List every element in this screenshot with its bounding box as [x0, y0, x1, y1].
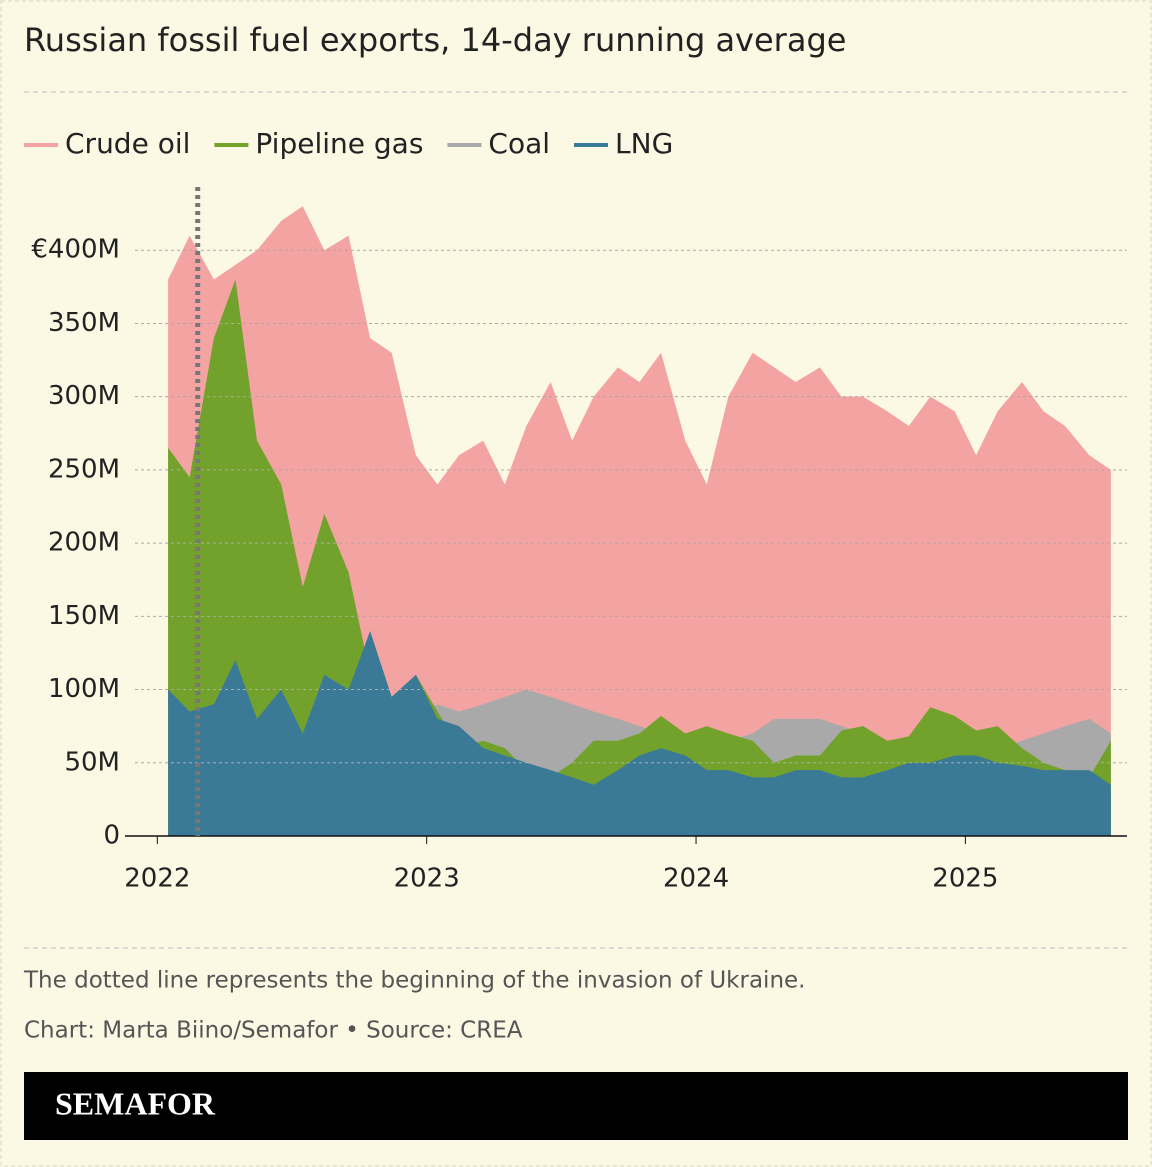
- y-tick-label: 350M: [48, 308, 120, 338]
- legend-label: LNG: [615, 127, 673, 160]
- legend-label: Pipeline gas: [255, 127, 423, 160]
- legend-label: Coal: [488, 127, 550, 160]
- y-tick-label: 0: [103, 821, 120, 851]
- legend-label: Crude oil: [65, 127, 190, 160]
- brand: SEMAFOR: [55, 1085, 216, 1121]
- y-tick-label: 100M: [48, 674, 120, 704]
- x-tick-label: 2024: [663, 864, 729, 894]
- x-tick-label: 2022: [124, 864, 190, 894]
- x-tick-label: 2023: [394, 864, 460, 894]
- brand-bar: [24, 1072, 1128, 1140]
- x-tick-label: 2025: [932, 864, 998, 894]
- y-tick-label: 250M: [48, 454, 120, 484]
- y-tick-label: 300M: [48, 381, 120, 411]
- y-tick-label: 200M: [48, 528, 120, 558]
- y-tick-label: 150M: [48, 601, 120, 631]
- area: [168, 206, 1111, 837]
- y-tick-label: 50M: [64, 747, 120, 777]
- chart-title: Russian fossil fuel exports, 14-day runn…: [24, 21, 846, 59]
- note: The dotted line represents the beginning…: [23, 968, 805, 994]
- credit: Chart: Marta Biino/Semafor • Source: CRE…: [24, 1018, 523, 1044]
- y-tick-label: €400M: [31, 235, 120, 265]
- area: [168, 630, 1111, 836]
